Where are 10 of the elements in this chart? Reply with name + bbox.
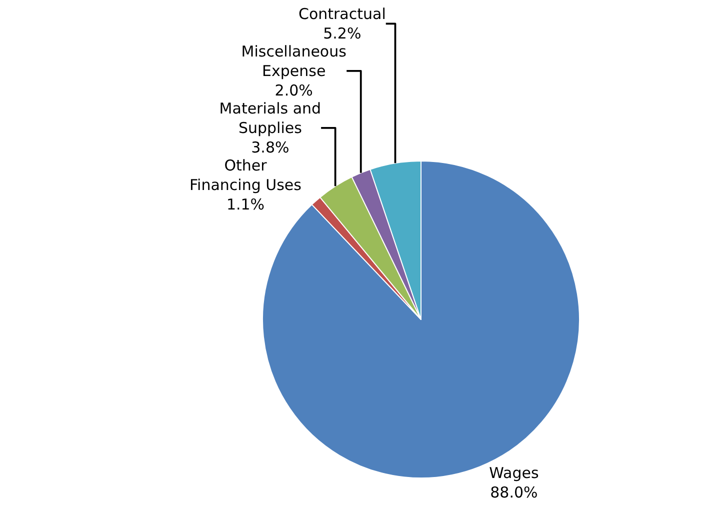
slice-label: Wages [489, 464, 539, 482]
data-label: 1.1% [226, 195, 265, 214]
slice-label: Miscellaneous Expense [241, 42, 347, 80]
data-label: 2.0% [274, 81, 313, 100]
data-label: 88.0% [490, 484, 538, 502]
slice-label: Other Financing Uses [190, 156, 302, 194]
slice-label: Materials and Supplies [219, 99, 322, 137]
slice-label: Contractual [298, 4, 386, 23]
data-label: 5.2% [323, 24, 362, 42]
data-label: 3.8% [251, 138, 290, 156]
